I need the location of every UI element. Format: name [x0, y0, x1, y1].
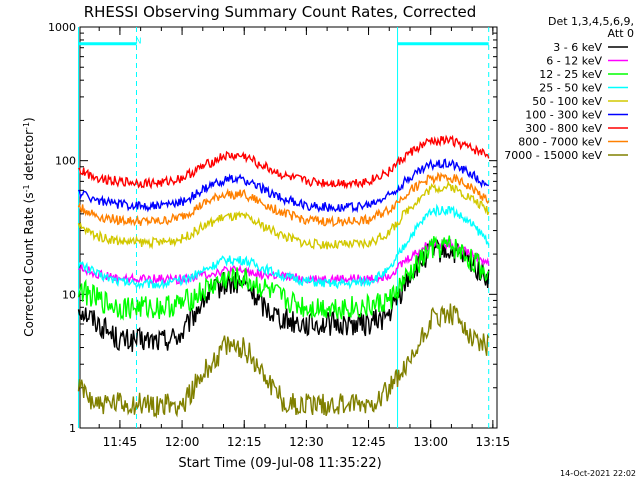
x-tick-label: 11:45 — [103, 435, 138, 449]
plot-frame — [79, 26, 498, 429]
legend-header: Att 0 — [608, 27, 634, 40]
x-axis-label: Start Time (09-Jul-08 11:35:22) — [178, 456, 381, 471]
legend-label: 800 - 7000 keV — [518, 136, 602, 149]
legend-label: 50 - 100 keV — [532, 95, 602, 108]
legend-label: 300 - 800 keV — [525, 122, 602, 135]
x-tick-label: 12:15 — [227, 435, 262, 449]
series-line — [77, 235, 490, 321]
saa-flag-label: N — [136, 37, 142, 46]
series-line — [78, 134, 490, 190]
chart-title: RHESSI Observing Summary Count Rates, Co… — [84, 3, 477, 21]
x-tick-label: 12:30 — [289, 435, 324, 449]
legend-label: 7000 - 15000 keV — [504, 149, 602, 162]
series-line — [77, 303, 490, 419]
x-tick-label: 13:00 — [413, 435, 448, 449]
plot-area: 1 10 100 1000 11:45 12:00 12:15 12:30 12:45 13:00… — [48, 21, 510, 449]
y-tick-label: 1000 — [48, 21, 76, 34]
legend-label: 25 - 50 keV — [539, 82, 602, 95]
x-tick-label: 12:45 — [351, 435, 386, 449]
y-tick-label: 100 — [55, 155, 76, 168]
series-line — [77, 180, 490, 250]
series-line — [77, 158, 490, 214]
x-tick-label: 13:15 — [476, 435, 511, 449]
y-axis-label: Corrected Count Rate (s-1 detector-1) — [22, 117, 36, 336]
y-tick-label: 10 — [62, 288, 76, 301]
legend-label: 100 - 300 keV — [525, 109, 602, 122]
series-line — [77, 171, 490, 228]
footer-timestamp: 14-Oct-2021 22:02 — [560, 469, 636, 478]
legend-label: 3 - 6 keV — [553, 41, 602, 54]
x-tick-label: 12:00 — [165, 435, 200, 449]
legend-header: Det 1,3,4,5,6,9, — [548, 15, 634, 28]
legend-label: 6 - 12 keV — [546, 55, 602, 68]
y-tick-label: 1 — [69, 422, 76, 435]
legend-label: 12 - 25 keV — [539, 68, 602, 81]
series-line — [77, 203, 490, 290]
